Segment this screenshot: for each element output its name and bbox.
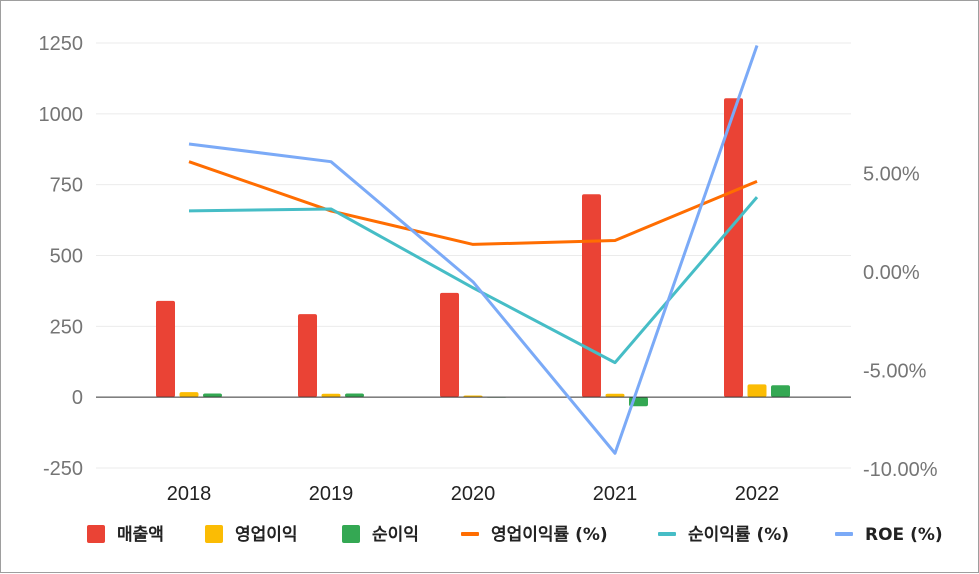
bar-2-4 bbox=[771, 385, 790, 398]
bar-0-2 bbox=[440, 292, 459, 398]
bar-1-1 bbox=[321, 393, 341, 398]
legend-swatch bbox=[658, 532, 676, 536]
left-tick-label: -250 bbox=[43, 458, 83, 480]
bar-0-4 bbox=[724, 98, 743, 398]
left-tick-label: 1250 bbox=[39, 33, 84, 55]
left-tick-label: 250 bbox=[50, 316, 83, 338]
left-tick-label: 0 bbox=[72, 387, 83, 409]
x-tick-label: 2020 bbox=[451, 483, 496, 505]
bar-2-1 bbox=[345, 393, 364, 398]
line-series-2 bbox=[188, 44, 759, 455]
bars bbox=[156, 98, 790, 407]
legend-label: 매출액 bbox=[117, 525, 164, 545]
gridlines bbox=[96, 42, 851, 469]
left-tick-label: 1000 bbox=[39, 104, 84, 126]
bar-0-0 bbox=[156, 300, 175, 398]
left-tick-label: 750 bbox=[50, 175, 83, 197]
left-tick-label: 500 bbox=[50, 246, 83, 268]
bar-1-0 bbox=[179, 392, 199, 398]
legend-label: ROE (%) bbox=[865, 525, 943, 545]
legend-swatch bbox=[87, 525, 105, 543]
line-series-1 bbox=[188, 196, 759, 365]
bar-0-1 bbox=[298, 314, 317, 398]
x-tick-label: 2021 bbox=[593, 483, 638, 505]
bar-1-3 bbox=[605, 393, 625, 398]
legend-swatch bbox=[342, 525, 360, 543]
bar-1-4 bbox=[747, 384, 767, 398]
legend-label: 영업이익률 (%) bbox=[491, 525, 608, 545]
legend-swatch bbox=[461, 532, 479, 536]
bar-2-0 bbox=[203, 393, 222, 398]
legend-label: 순이익률 (%) bbox=[688, 525, 789, 545]
right-tick-label: -5.00% bbox=[863, 361, 927, 383]
legend-label: 영업이익 bbox=[235, 525, 298, 545]
left-axis-ticks: -250 0 250 500 750 1000 1250 bbox=[39, 33, 84, 480]
right-axis-ticks: 5.00% 0.00% -5.00% -10.00% bbox=[863, 164, 938, 482]
legend: 매출액 영업이익 순이익 영업이익률 (%) 순이익률 (%) ROE (%) bbox=[87, 525, 943, 545]
x-tick-label: 2019 bbox=[309, 483, 354, 505]
right-tick-label: -10.00% bbox=[863, 459, 938, 481]
line-series-0 bbox=[188, 160, 758, 246]
legend-swatch bbox=[835, 532, 853, 536]
x-tick-label: 2018 bbox=[167, 483, 212, 505]
right-tick-label: 0.00% bbox=[863, 262, 920, 284]
bar-0-3 bbox=[582, 194, 601, 398]
right-tick-label: 5.00% bbox=[863, 164, 920, 186]
x-axis-ticks: 2018 2019 2020 2021 2022 bbox=[167, 483, 780, 505]
x-tick-label: 2022 bbox=[735, 483, 780, 505]
legend-label: 순이익 bbox=[372, 525, 419, 545]
legend-swatch bbox=[205, 525, 223, 543]
series-lines bbox=[188, 44, 759, 455]
